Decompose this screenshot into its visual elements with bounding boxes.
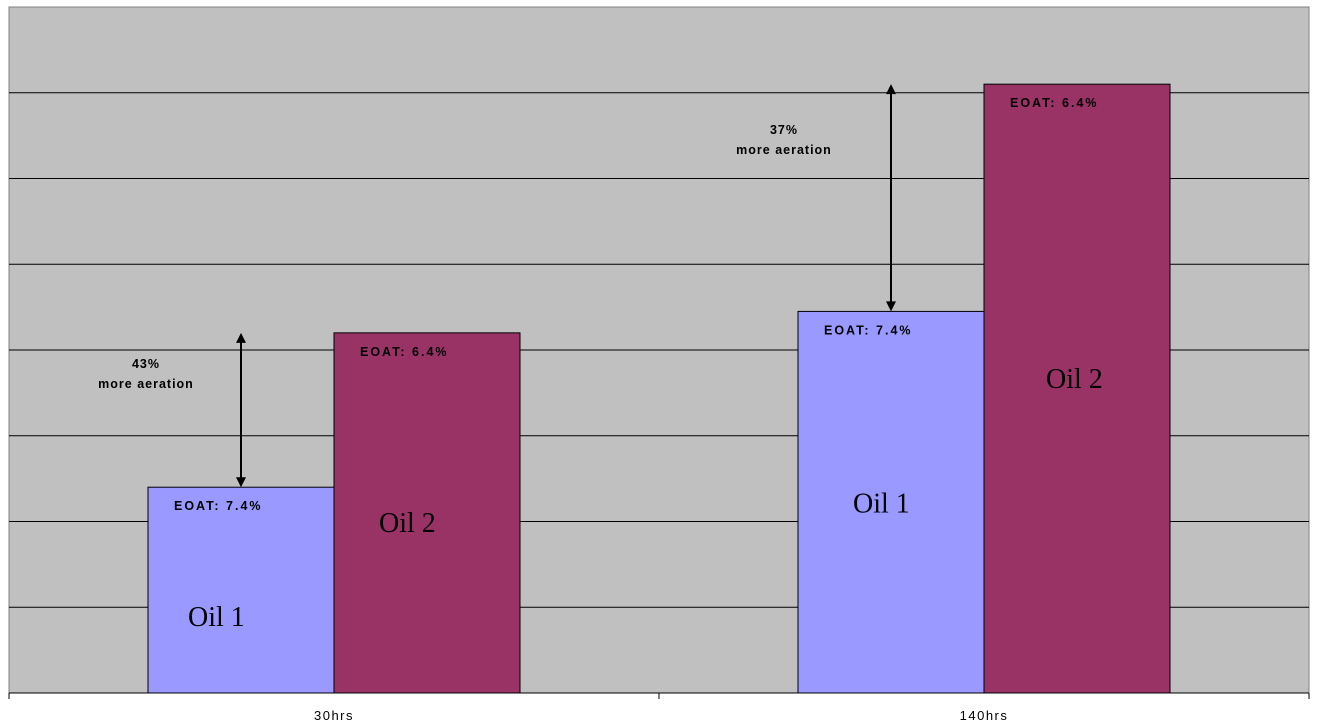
- bar-data-label: EOAT: 7.4%: [174, 499, 263, 513]
- annotation-text: more aeration: [736, 143, 832, 157]
- x-tick-label: 30hrs: [314, 708, 354, 723]
- bar-data-label: EOAT: 6.4%: [1010, 96, 1099, 110]
- bar-series-label: Oil 2: [379, 508, 436, 539]
- annotation-arrowhead-down: [236, 477, 246, 488]
- bar-data-label: EOAT: 6.4%: [360, 345, 449, 359]
- bar-series-label: Oil 1: [188, 602, 245, 633]
- x-axis: 30hrs 140hrs: [8, 692, 1310, 723]
- annotation-arrowhead-up: [886, 84, 896, 95]
- annotation-percent: 37%: [770, 123, 798, 137]
- annotation-arrowhead-down: [886, 301, 896, 312]
- x-tick-label: 140hrs: [960, 708, 1009, 723]
- bars: EOAT: 7.4% Oil 1 EOAT: 6.4% Oil 2 EOAT: 7.4%…: [147, 83, 1171, 694]
- bar: [147, 486, 335, 694]
- annotation-percent: 43%: [132, 357, 160, 371]
- bar-series-label: Oil 1: [853, 488, 910, 519]
- bar-series-label: Oil 2: [1046, 364, 1103, 395]
- bar-data-label: EOAT: 7.4%: [824, 323, 913, 337]
- annotations: 43% more aeration 37% more aeration: [98, 84, 896, 488]
- annotation-arrowhead-up: [236, 332, 246, 343]
- bar: [983, 83, 1171, 694]
- annotation-text: more aeration: [98, 377, 194, 391]
- bar: [797, 310, 985, 694]
